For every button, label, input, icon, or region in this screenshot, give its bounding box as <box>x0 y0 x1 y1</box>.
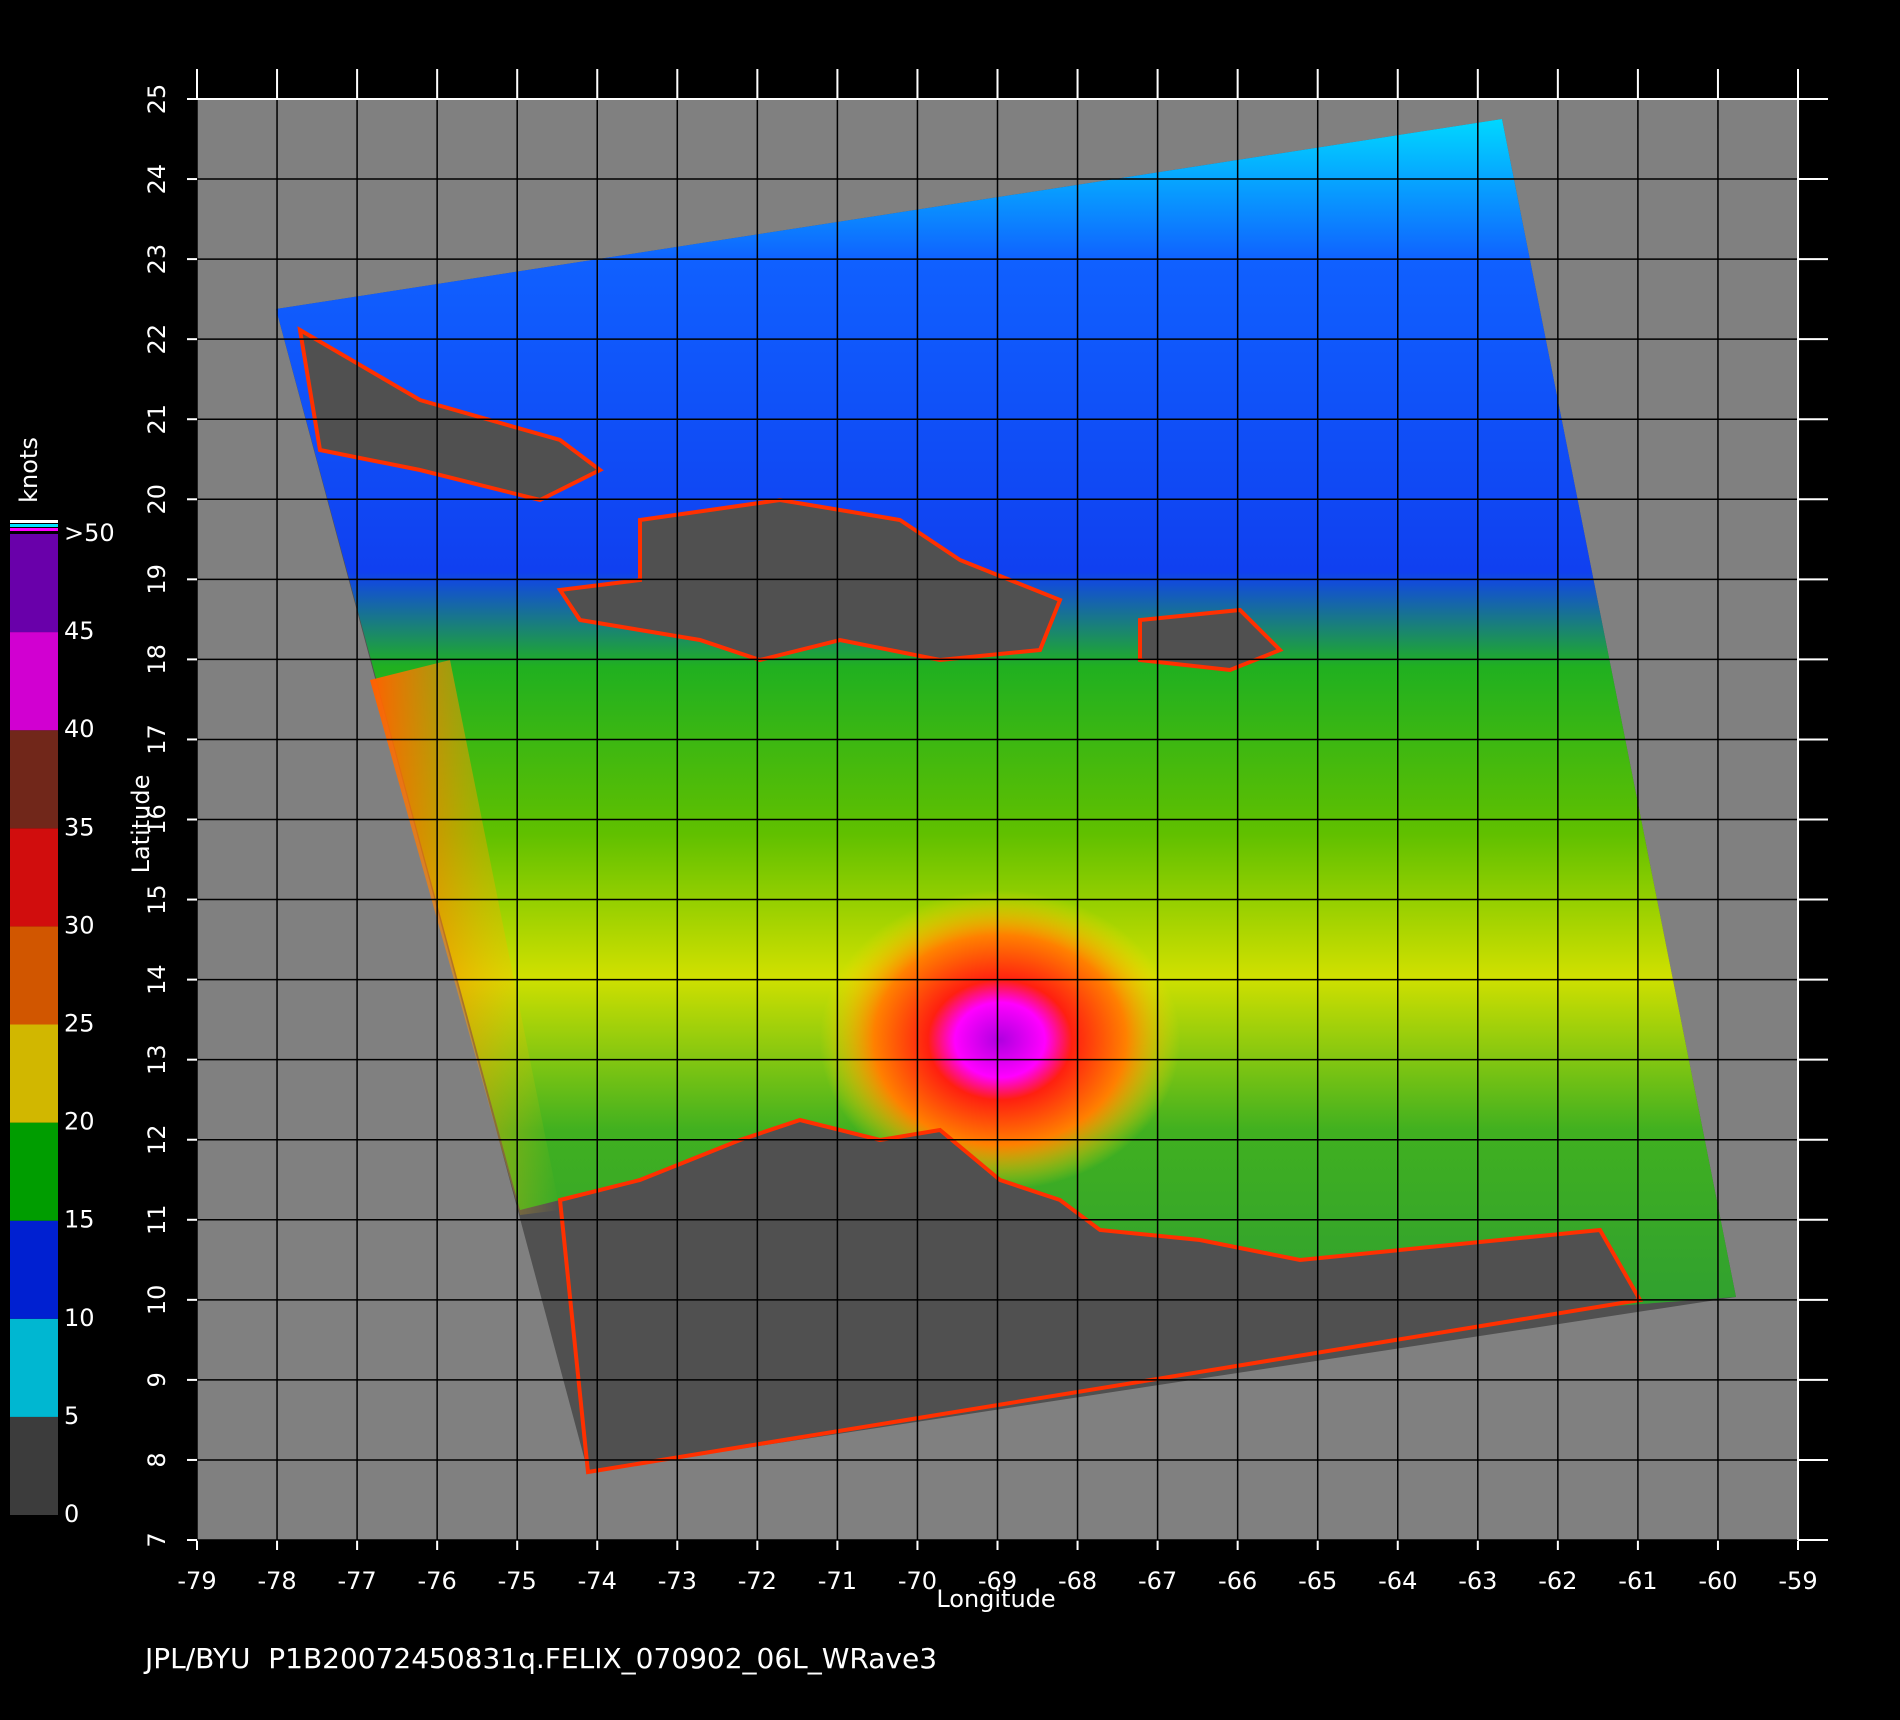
colorbar-tick-label: 40 <box>64 715 95 743</box>
colorbar-tick-label: 15 <box>64 1206 95 1234</box>
colorbar-label: knots <box>15 437 43 503</box>
y-tick-label: 23 <box>143 244 171 275</box>
x-tick-label: -70 <box>898 1567 937 1595</box>
y-axis-label: Latitude <box>127 775 155 874</box>
y-tick-label: 11 <box>143 1205 171 1236</box>
colorbar-segment <box>10 1318 58 1417</box>
y-tick-label: 20 <box>143 484 171 515</box>
x-tick-label: -76 <box>418 1567 457 1595</box>
colorbar-shade <box>10 1416 58 1515</box>
land-cuba <box>297 326 604 503</box>
x-tick-label: -71 <box>818 1567 857 1595</box>
colorbar-segment <box>10 1024 58 1123</box>
y-tick-label: 19 <box>143 564 171 595</box>
land-south-america <box>557 1117 1644 1475</box>
colorbar-segment <box>10 1122 58 1221</box>
x-tick-label: -64 <box>1378 1567 1417 1595</box>
x-tick-label: -67 <box>1138 1567 1177 1595</box>
colorbar-segment <box>10 730 58 829</box>
x-tick-label: -61 <box>1618 1567 1657 1595</box>
colorbar-tick-label: 25 <box>64 1010 95 1038</box>
x-tick-label: -73 <box>658 1567 697 1595</box>
axes <box>187 69 1828 1550</box>
colorbar-tick-label: >50 <box>64 519 115 547</box>
swath-wind <box>276 119 1736 1310</box>
colorbar-tick-label: 5 <box>64 1402 79 1430</box>
y-tick-label: 22 <box>143 324 171 355</box>
footer: JPL/BYU P1B20072450831q.FELIX_070902_06L… <box>143 1642 937 1675</box>
y-tick-label: 9 <box>143 1372 171 1387</box>
colorbar-shade <box>10 1318 58 1417</box>
swath-west <box>370 660 560 1215</box>
colorbar-segment <box>10 1220 58 1319</box>
colorbar-shade <box>10 534 58 633</box>
colorbar-overflow-strip <box>10 524 58 527</box>
colorbar-tick-label: 30 <box>64 911 95 939</box>
colorbar-shade <box>10 1122 58 1221</box>
colorbar-tick-label: 20 <box>64 1108 95 1136</box>
y-tick-label: 24 <box>143 164 171 195</box>
colorbar-segment <box>10 828 58 927</box>
x-tick-label: -62 <box>1538 1567 1577 1595</box>
x-tick-label: -79 <box>177 1567 216 1595</box>
x-tick-label: -65 <box>1298 1567 1337 1595</box>
x-tick-label: -59 <box>1778 1567 1817 1595</box>
x-tick-label: -69 <box>978 1567 1017 1595</box>
colorbar-segment <box>10 926 58 1025</box>
y-tick-label: 21 <box>143 404 171 435</box>
y-tick-label: 18 <box>143 644 171 675</box>
x-tick-label: -68 <box>1058 1567 1097 1595</box>
y-tick-label: 13 <box>143 1044 171 1075</box>
colorbar-overflow-strip <box>10 528 58 531</box>
y-tick-label: 14 <box>143 964 171 995</box>
x-tick-label: -60 <box>1698 1567 1737 1595</box>
y-tick-label: 7 <box>143 1532 171 1547</box>
x-tick-label: -78 <box>257 1567 296 1595</box>
colorbar-segment <box>10 1416 58 1515</box>
x-axis-label: Longitude <box>936 1585 1055 1613</box>
colorbar-segment <box>10 534 58 633</box>
y-tick-label: 15 <box>143 884 171 915</box>
colorbar-shade <box>10 1220 58 1319</box>
colorbar-overflow-strip <box>10 520 58 523</box>
y-tick-label: 12 <box>143 1124 171 1155</box>
y-tick-label: 17 <box>143 724 171 755</box>
colorbar-tick-label: 45 <box>64 617 95 645</box>
colorbar-segment <box>10 632 58 731</box>
colorbar-shade <box>10 730 58 829</box>
colorbar-tick-label: 0 <box>64 1500 79 1528</box>
colorbar-shade <box>10 926 58 1025</box>
colorbar-shade <box>10 828 58 927</box>
colorbar-tick-label: 10 <box>64 1304 95 1332</box>
storm-core <box>820 890 1180 1190</box>
x-tick-label: -66 <box>1218 1567 1257 1595</box>
y-tick-label: 8 <box>143 1452 171 1467</box>
x-tick-label: -63 <box>1458 1567 1497 1595</box>
x-tick-label: -72 <box>738 1567 777 1595</box>
y-tick-label: 25 <box>143 84 171 115</box>
y-tick-label: 10 <box>143 1285 171 1316</box>
colorbar-shade <box>10 632 58 731</box>
x-tick-label: -77 <box>337 1567 376 1595</box>
x-tick-label: -74 <box>578 1567 617 1595</box>
x-tick-label: -75 <box>498 1567 537 1595</box>
colorbar-tick-label: 35 <box>64 813 95 841</box>
y-tick-label: 16 <box>143 804 171 835</box>
colorbar-shade <box>10 1024 58 1123</box>
